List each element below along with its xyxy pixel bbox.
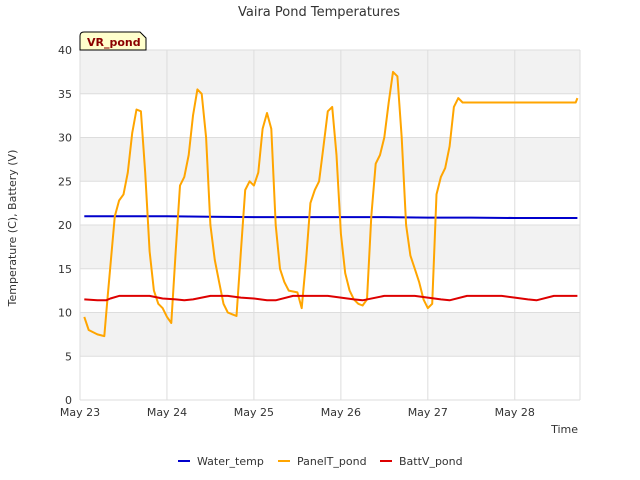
x-tick-label: May 26 bbox=[321, 406, 361, 419]
plot-band bbox=[80, 312, 580, 357]
x-tick-label: May 24 bbox=[147, 406, 187, 419]
y-tick-label: 5 bbox=[65, 350, 72, 363]
x-tick-label: May 23 bbox=[60, 406, 100, 419]
x-axis-label: Time bbox=[550, 423, 578, 436]
badge-label: VR_pond bbox=[87, 36, 141, 49]
y-tick-label: 15 bbox=[58, 263, 72, 276]
x-axis-ticks: May 23 May 24 May 25 May 26 May 27 May 28 bbox=[60, 406, 535, 419]
station-badge: VR_pond bbox=[79, 31, 147, 51]
grid-lines bbox=[79, 49, 581, 401]
plot-band bbox=[80, 356, 580, 400]
plot-band bbox=[80, 50, 580, 94]
series-line-battv-pond bbox=[84, 294, 578, 302]
y-axis-label: Temperature (C), Battery (V) bbox=[6, 150, 19, 308]
y-axis-ticks: 0 5 10 15 20 25 30 35 40 bbox=[58, 44, 72, 407]
legend-item-label: Water_temp bbox=[197, 455, 264, 468]
plot-band bbox=[80, 268, 580, 313]
chart-title: Vaira Pond Temperatures bbox=[238, 5, 400, 20]
badge-shape bbox=[79, 31, 147, 51]
plot-band bbox=[80, 93, 580, 138]
legend: Water_temp PanelT_pond BattV_pond bbox=[178, 455, 463, 468]
legend-item-label: BattV_pond bbox=[399, 455, 463, 468]
x-tick-label: May 27 bbox=[408, 406, 448, 419]
legend-item-label: PanelT_pond bbox=[297, 455, 367, 468]
series-line-panelt-pond bbox=[83, 70, 579, 338]
plot-band bbox=[80, 225, 580, 269]
y-tick-label: 40 bbox=[58, 44, 72, 57]
plot-band bbox=[80, 137, 580, 182]
x-tick-label: May 28 bbox=[495, 406, 535, 419]
y-tick-label: 35 bbox=[58, 88, 72, 101]
series-lines bbox=[83, 70, 579, 338]
y-tick-label: 20 bbox=[58, 219, 72, 232]
y-tick-label: 25 bbox=[58, 175, 72, 188]
y-tick-label: 10 bbox=[58, 307, 72, 320]
x-tick-label: May 25 bbox=[234, 406, 274, 419]
y-tick-label: 0 bbox=[65, 394, 72, 407]
y-tick-label: 30 bbox=[58, 132, 72, 145]
